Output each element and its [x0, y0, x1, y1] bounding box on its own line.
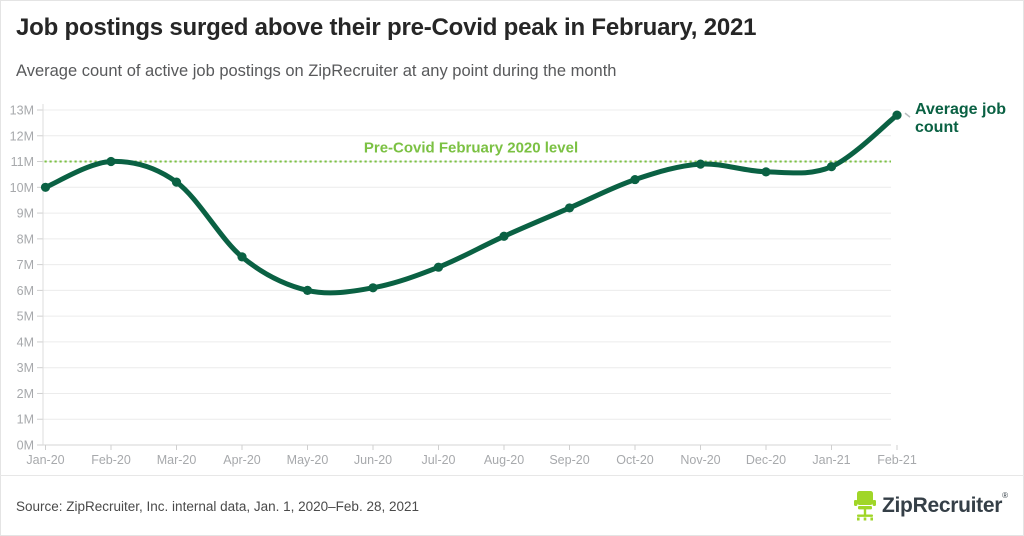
y-axis-label: 3M	[17, 361, 34, 375]
x-axis-label: Apr-20	[223, 453, 261, 467]
x-axis-label: Jun-20	[354, 453, 392, 467]
logo-wordmark: ZipRecruiter	[882, 494, 1003, 517]
y-axis-label: 5M	[17, 310, 34, 324]
x-axis-label: Oct-20	[616, 453, 654, 467]
y-axis-label: 11M	[11, 155, 34, 169]
x-axis-label: Jan-21	[812, 453, 850, 467]
line-chart: 0M 1M 2M 3M 4M 5M 6M 7M 8M 9M 10M 11M 12M 13M Jan-20 Fe…	[10, 101, 1007, 467]
data-point	[499, 231, 509, 241]
data-point	[40, 182, 51, 192]
y-axis-label: 4M	[17, 335, 34, 349]
data-point	[695, 159, 706, 169]
page-subtitle: Average count of active job postings on …	[16, 62, 617, 80]
x-axis-label: Feb-21	[877, 453, 917, 467]
series-label: Average job count	[915, 101, 1006, 136]
data-point	[630, 174, 640, 185]
registered-mark: ®	[1002, 490, 1008, 500]
y-axis-label: 2M	[17, 387, 34, 401]
x-axis-label: Sep-20	[549, 453, 589, 467]
x-axis-label: Nov-20	[680, 453, 720, 467]
data-point	[237, 252, 247, 262]
x-axis-label: Dec-20	[746, 453, 786, 467]
y-axis-label: 12M	[10, 129, 34, 143]
y-axis-label: 7M	[17, 258, 34, 272]
data-point	[171, 177, 182, 187]
y-axis-label: 6M	[17, 284, 34, 298]
y-axis-label: 9M	[17, 207, 34, 221]
page-title: Job postings surged above their pre-Covi…	[16, 14, 757, 41]
chart-area: 0M 1M 2M 3M 4M 5M 6M 7M 8M 9M 10M 11M 12M 13M Jan-20 Fe…	[0, 95, 1024, 470]
data-point	[433, 262, 444, 272]
x-axis-label: Aug-20	[484, 453, 524, 467]
y-axis-label: 1M	[17, 413, 34, 427]
y-axis-label: 0M	[17, 439, 34, 453]
source-note: Source: ZipRecruiter, Inc. internal data…	[16, 498, 419, 514]
data-point	[302, 285, 313, 295]
x-axis-label: Mar-20	[157, 453, 197, 467]
data-point	[564, 203, 575, 213]
data-point	[368, 283, 378, 293]
x-axis-label: Jan-20	[26, 453, 64, 467]
y-axis-label: 10M	[10, 181, 34, 195]
data-point	[761, 167, 771, 177]
data-point	[826, 162, 837, 172]
y-axis-label: 8M	[17, 232, 34, 246]
data-point	[892, 110, 902, 120]
data-point	[106, 156, 116, 167]
y-axis-label: 13M	[10, 103, 34, 117]
x-axis-label: May-20	[287, 453, 329, 467]
reference-line-label: Pre-Covid February 2020 level	[364, 140, 578, 157]
label-leader	[904, 112, 911, 118]
ziprecruiter-logo: ZipRecruiter®	[854, 491, 1008, 521]
x-axis-label: Jul-20	[421, 453, 455, 467]
x-axis-label: Feb-20	[91, 453, 131, 467]
footer: Source: ZipRecruiter, Inc. internal data…	[0, 475, 1024, 536]
chair-icon	[854, 491, 876, 521]
